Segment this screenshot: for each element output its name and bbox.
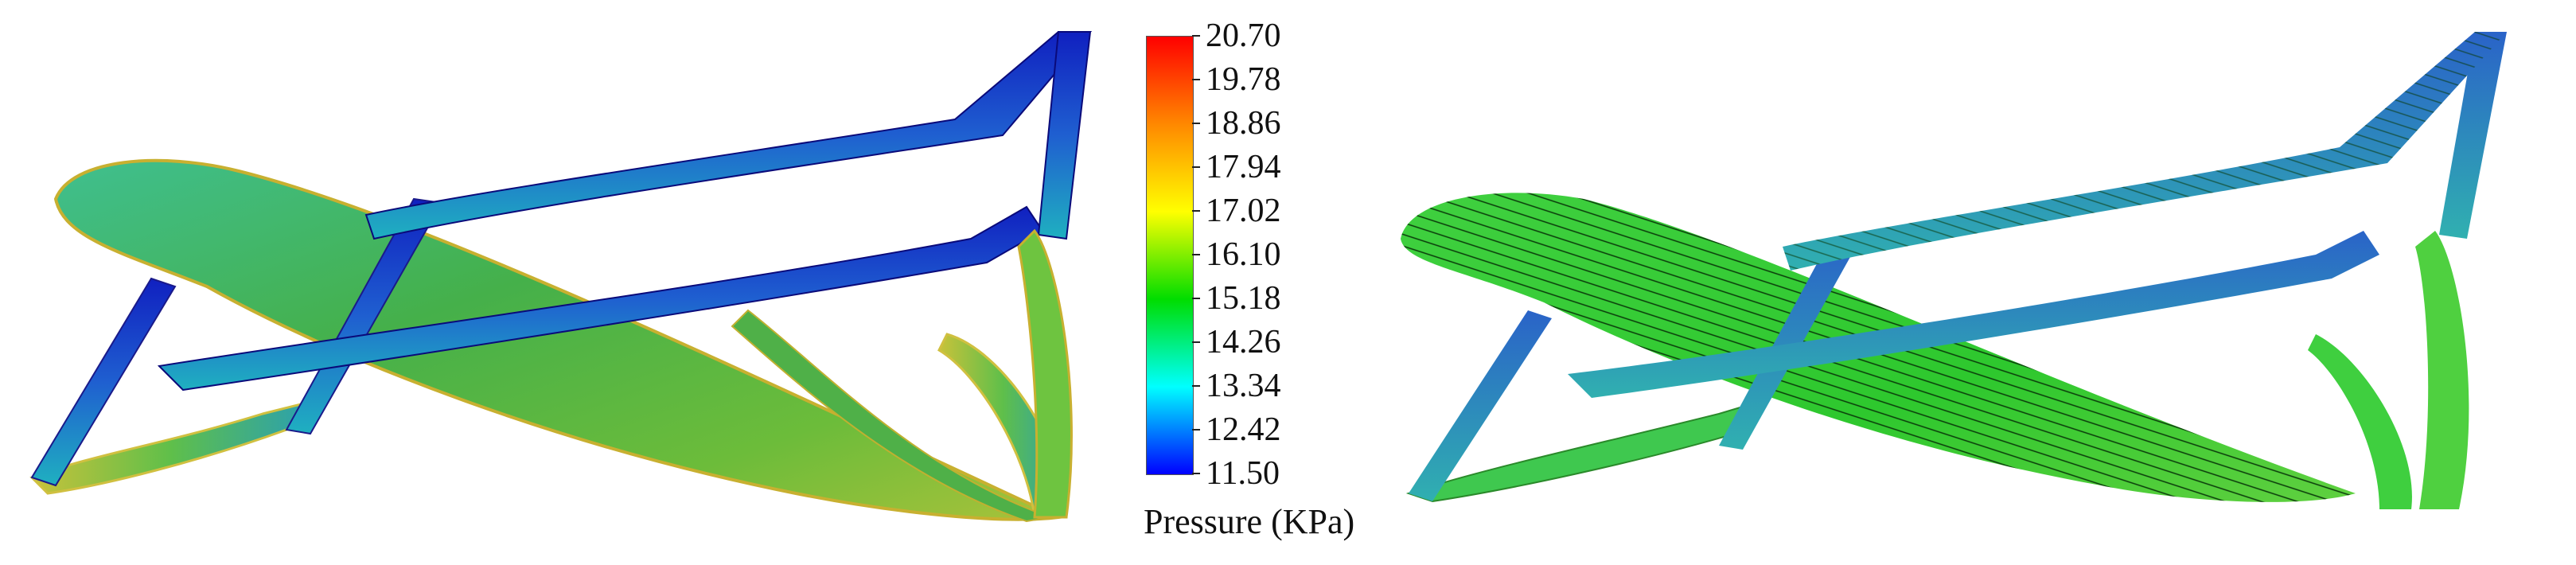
pressure-contour-aircraft — [29, 31, 1093, 523]
colorbar-tick-mark — [1192, 210, 1200, 212]
lower-strut-right — [2308, 334, 2412, 509]
colorbar-tick-mark — [1192, 123, 1200, 124]
streamline-aircraft — [1401, 32, 2507, 509]
colorbar-tick-mark — [1192, 254, 1200, 255]
colorbar-tick-label: 13.34 — [1206, 368, 1281, 404]
lower-wing — [157, 205, 1044, 392]
lower-wing — [1568, 231, 2379, 398]
tail-fin — [1037, 31, 1092, 240]
colorbar-tick-mark — [1192, 166, 1200, 168]
colorbar-title: Pressure (KPa) — [1144, 502, 1355, 541]
front-vertical-strut — [30, 277, 177, 487]
colorbar-tick-label: 12.42 — [1206, 411, 1281, 448]
colorbar-tick-mark — [1192, 79, 1200, 80]
front-vertical-strut — [1409, 310, 1552, 501]
colorbar-gradient — [1146, 36, 1194, 475]
tail-wall — [1017, 228, 1073, 519]
colorbar-tick-label: 15.18 — [1206, 280, 1281, 317]
tail-fin — [2439, 32, 2507, 239]
mid-strut — [731, 309, 1051, 523]
colorbar-tick-label: 18.86 — [1206, 105, 1281, 142]
colorbar-tick-mark — [1192, 298, 1200, 299]
colorbar-tick-label: 17.94 — [1206, 149, 1281, 185]
colorbar-tick-mark — [1192, 473, 1200, 474]
colorbar-tick-mark — [1192, 35, 1200, 37]
colorbar-tick-label: 17.02 — [1206, 193, 1281, 229]
colorbar-tick-label: 19.78 — [1206, 61, 1281, 98]
wing-streamlines — [1783, 32, 2507, 271]
colorbar-tick-label: 14.26 — [1206, 324, 1281, 360]
pressure-colorbar: 20.70 19.78 18.86 17.94 17.02 16.10 15.18 14.26… — [1146, 19, 1385, 490]
upper-wing — [364, 31, 1093, 240]
colorbar-tick-label: 11.50 — [1206, 455, 1280, 492]
tail-wall — [2415, 231, 2469, 509]
colorbar-tick-label: 16.10 — [1206, 236, 1281, 273]
colorbar-tick-label: 20.70 — [1206, 18, 1281, 54]
colorbar-tick-mark — [1192, 429, 1200, 431]
colorbar-tick-mark — [1192, 385, 1200, 387]
colorbar-tick-mark — [1192, 341, 1200, 343]
fuselage — [53, 158, 1065, 521]
